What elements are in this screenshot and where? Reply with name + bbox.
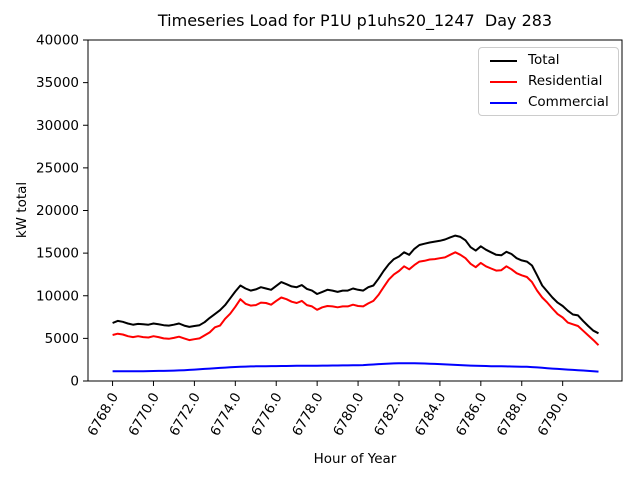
x-tick-label: 6778.0	[289, 390, 326, 439]
legend-line-residential-icon	[490, 80, 517, 83]
y-tick-label: 25000	[36, 160, 79, 176]
x-tick-label: 6768.0	[85, 390, 122, 439]
legend-label-residential: Residential	[528, 72, 603, 89]
series-line-total	[112, 234, 599, 335]
legend: Total Residential Commercial	[478, 47, 619, 116]
x-tick-label: 6776.0	[248, 390, 285, 439]
y-tick-label: 0	[70, 374, 79, 390]
legend-item-commercial: Commercial	[479, 93, 618, 110]
x-tick-label: 6782.0	[371, 390, 408, 439]
x-tick-label: 6770.0	[125, 390, 162, 439]
chart-title: Timeseries Load for P1U p1uhs20_1247 Day…	[157, 11, 553, 30]
x-tick-label: 6786.0	[453, 390, 490, 439]
x-tick-label: 6784.0	[412, 390, 449, 439]
y-tick-label: 5000	[45, 331, 79, 347]
y-tick-label: 10000	[36, 288, 79, 304]
x-tick-label: 6772.0	[166, 390, 203, 439]
series-line-commercial	[112, 362, 599, 373]
x-tick-label: 6790.0	[535, 390, 572, 439]
legend-item-residential: Residential	[479, 72, 618, 89]
series-line-residential	[112, 251, 600, 346]
y-tick-label: 15000	[36, 246, 79, 262]
y-tick-label: 20000	[36, 203, 79, 219]
legend-label-total: Total	[528, 51, 560, 68]
legend-line-commercial-icon	[490, 101, 517, 104]
y-tick-label: 30000	[36, 118, 79, 134]
y-axis-label: kW total	[14, 181, 30, 239]
x-axis-label: Hour of Year	[313, 451, 397, 467]
legend-label-commercial: Commercial	[528, 93, 609, 110]
x-tick-label: 6780.0	[330, 390, 367, 439]
y-tick-label: 40000	[36, 33, 79, 49]
x-tick-label: 6788.0	[494, 390, 531, 439]
legend-item-total: Total	[479, 51, 618, 68]
y-tick-label: 35000	[36, 75, 79, 91]
legend-line-total-icon	[490, 59, 517, 62]
x-tick-label: 6774.0	[207, 390, 244, 439]
